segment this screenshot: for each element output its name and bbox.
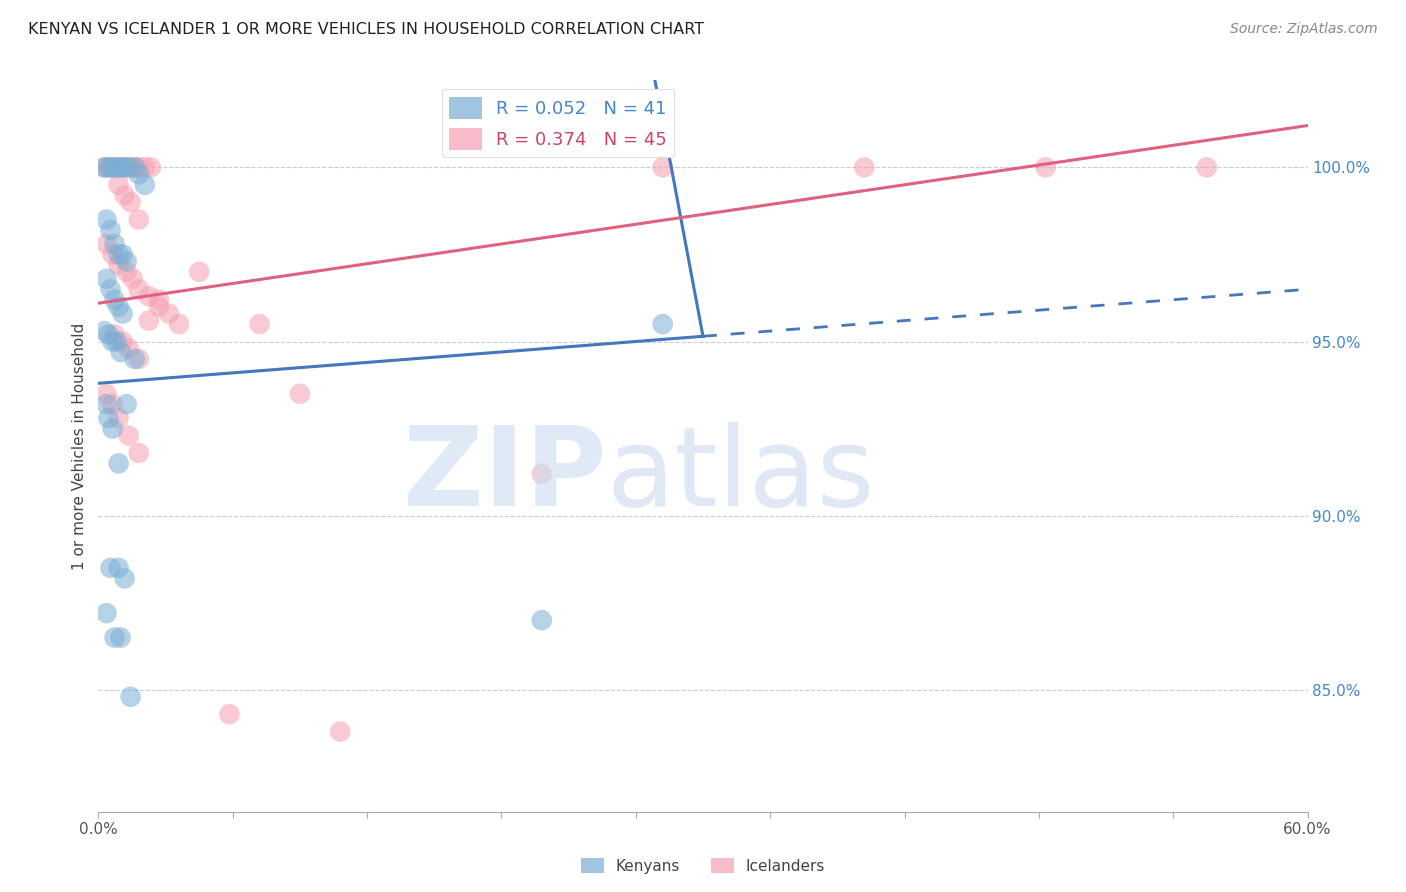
Point bbox=[118, 342, 141, 356]
Point bbox=[288, 386, 311, 401]
Point bbox=[120, 690, 142, 704]
Point bbox=[105, 161, 128, 175]
Point bbox=[97, 327, 120, 342]
Point bbox=[139, 161, 162, 175]
Point bbox=[107, 300, 129, 314]
Point bbox=[651, 317, 673, 331]
Point bbox=[101, 247, 124, 261]
Point bbox=[118, 161, 141, 175]
Point bbox=[107, 161, 129, 175]
Point bbox=[118, 161, 141, 175]
Point bbox=[157, 307, 180, 321]
Point bbox=[96, 397, 118, 411]
Point bbox=[100, 223, 122, 237]
Point bbox=[110, 345, 132, 359]
Point bbox=[114, 161, 136, 175]
Point bbox=[111, 334, 134, 349]
Point bbox=[530, 613, 553, 627]
Legend: R = 0.052   N = 41, R = 0.374   N = 45: R = 0.052 N = 41, R = 0.374 N = 45 bbox=[441, 89, 673, 157]
Point bbox=[101, 334, 124, 349]
Point bbox=[115, 254, 138, 268]
Point bbox=[138, 289, 160, 303]
Point bbox=[96, 272, 118, 286]
Text: ZIP: ZIP bbox=[404, 422, 606, 529]
Point bbox=[107, 178, 129, 192]
Point bbox=[128, 282, 150, 296]
Point bbox=[138, 313, 160, 327]
Point bbox=[1035, 161, 1057, 175]
Point bbox=[93, 161, 115, 175]
Point bbox=[111, 247, 134, 261]
Point bbox=[103, 631, 125, 645]
Point bbox=[114, 571, 136, 585]
Point bbox=[124, 161, 146, 175]
Point bbox=[134, 161, 156, 175]
Point bbox=[107, 411, 129, 425]
Point bbox=[114, 188, 136, 202]
Point bbox=[96, 606, 118, 620]
Point bbox=[100, 561, 122, 575]
Point bbox=[93, 324, 115, 338]
Point bbox=[115, 265, 138, 279]
Point bbox=[148, 300, 170, 314]
Point bbox=[110, 161, 132, 175]
Y-axis label: 1 or more Vehicles in Household: 1 or more Vehicles in Household bbox=[72, 322, 87, 570]
Point bbox=[100, 282, 122, 296]
Point bbox=[97, 161, 120, 175]
Point bbox=[103, 293, 125, 307]
Legend: Kenyans, Icelanders: Kenyans, Icelanders bbox=[575, 852, 831, 880]
Point bbox=[218, 707, 240, 722]
Point bbox=[97, 161, 120, 175]
Point bbox=[128, 161, 150, 175]
Point bbox=[97, 411, 120, 425]
Point bbox=[96, 237, 118, 252]
Point bbox=[107, 457, 129, 471]
Point bbox=[103, 237, 125, 252]
Point bbox=[107, 258, 129, 272]
Text: KENYAN VS ICELANDER 1 OR MORE VEHICLES IN HOUSEHOLD CORRELATION CHART: KENYAN VS ICELANDER 1 OR MORE VEHICLES I… bbox=[28, 22, 704, 37]
Point bbox=[111, 161, 134, 175]
Point bbox=[1195, 161, 1218, 175]
Text: Source: ZipAtlas.com: Source: ZipAtlas.com bbox=[1230, 22, 1378, 37]
Point bbox=[96, 212, 118, 227]
Point bbox=[101, 397, 124, 411]
Point bbox=[124, 161, 146, 175]
Point bbox=[134, 178, 156, 192]
Point bbox=[651, 161, 673, 175]
Point bbox=[118, 428, 141, 442]
Point bbox=[128, 167, 150, 181]
Point bbox=[103, 161, 125, 175]
Point bbox=[128, 446, 150, 460]
Point bbox=[128, 351, 150, 366]
Point bbox=[110, 631, 132, 645]
Point bbox=[107, 247, 129, 261]
Point bbox=[249, 317, 271, 331]
Point bbox=[329, 724, 352, 739]
Point bbox=[121, 272, 143, 286]
Point bbox=[107, 561, 129, 575]
Point bbox=[128, 212, 150, 227]
Point bbox=[111, 307, 134, 321]
Text: atlas: atlas bbox=[606, 422, 875, 529]
Point bbox=[115, 397, 138, 411]
Point bbox=[103, 327, 125, 342]
Point bbox=[530, 467, 553, 481]
Point bbox=[148, 293, 170, 307]
Point bbox=[120, 195, 142, 210]
Point bbox=[105, 334, 128, 349]
Point bbox=[124, 351, 146, 366]
Point bbox=[188, 265, 211, 279]
Point bbox=[101, 421, 124, 435]
Point bbox=[853, 161, 876, 175]
Point bbox=[167, 317, 190, 331]
Point bbox=[93, 161, 115, 175]
Point bbox=[101, 161, 124, 175]
Point bbox=[96, 386, 118, 401]
